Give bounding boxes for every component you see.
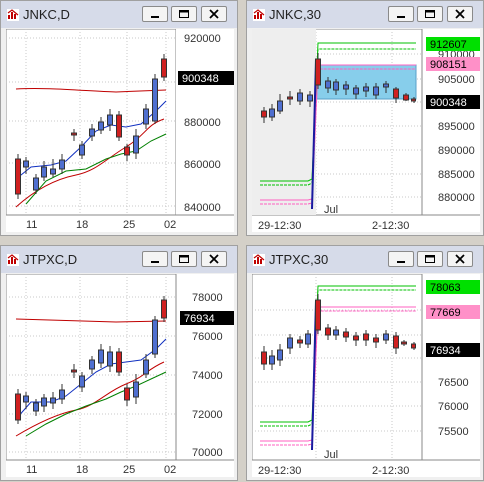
date-label: 2-12:30	[372, 220, 409, 232]
chart-canvas: 910000 905000 895000 890000 885000 88000…	[251, 28, 480, 232]
price-label: 76000	[438, 401, 469, 413]
price-label: 885000	[438, 169, 475, 181]
mid-band-badge	[426, 305, 480, 319]
mid-band-label: 77669	[430, 307, 461, 319]
price-label: 880000	[438, 192, 475, 204]
close-icon	[455, 9, 465, 19]
date-label: 25	[123, 464, 135, 476]
minimize-button[interactable]	[142, 251, 168, 267]
price-label: 72000	[192, 409, 223, 421]
window-title: JTPXC,D	[23, 252, 78, 267]
price-label: 76500	[438, 377, 469, 389]
date-label: Jul	[324, 204, 338, 216]
maximize-icon	[179, 255, 189, 263]
price-label: 76000	[192, 331, 223, 343]
current-price-badge	[178, 71, 234, 85]
chart-app-icon	[7, 9, 19, 21]
price-chart[interactable]: 78000 76000 74000 72000 70000 11 18 25 0…	[5, 273, 234, 477]
chart-window-jtpxc-30min[interactable]: JTPXC,30	[246, 245, 484, 481]
close-button[interactable]	[447, 251, 473, 267]
close-icon	[209, 9, 219, 19]
mid-band-badge	[426, 57, 480, 71]
current-price-label: 76934	[184, 313, 215, 325]
price-chart[interactable]: 77500 76500 76000 75500 Jul 29-12:30 2-1…	[251, 273, 480, 477]
upper-band-badge	[426, 37, 480, 51]
maximize-button[interactable]	[417, 6, 443, 22]
close-button[interactable]	[201, 6, 227, 22]
chart-app-icon	[7, 254, 19, 266]
maximize-icon	[179, 10, 189, 18]
current-price-label: 900348	[430, 97, 467, 109]
date-label: 18	[76, 219, 88, 231]
price-label: 70000	[192, 447, 223, 459]
maximize-button[interactable]	[417, 251, 443, 267]
maximize-icon	[425, 10, 435, 18]
current-price-label: 76934	[430, 345, 461, 357]
close-button[interactable]	[447, 6, 473, 22]
upper-band-badge	[426, 280, 480, 294]
date-label: 18	[76, 464, 88, 476]
price-label: 74000	[192, 370, 223, 382]
minimize-icon	[151, 261, 159, 263]
chart-app-icon	[253, 254, 265, 266]
minimize-button[interactable]	[388, 6, 414, 22]
current-price-label: 900348	[182, 73, 219, 85]
chart-canvas: 920000 880000 860000 840000 11 18 25 02 …	[5, 28, 234, 232]
window-title: JTPXC,30	[269, 252, 329, 267]
chart-window-jnkc-daily[interactable]: JNKC,D	[0, 0, 238, 236]
window-title: JNKC,30	[269, 7, 322, 22]
close-icon	[209, 254, 219, 264]
upper-band-label: 912607	[430, 39, 467, 51]
chart-canvas: 77500 76500 76000 75500 Jul 29-12:30 2-1…	[251, 273, 480, 477]
price-chart[interactable]: 920000 880000 860000 840000 11 18 25 02 …	[5, 28, 234, 232]
current-price-badge	[426, 343, 480, 357]
price-chart[interactable]: 910000 905000 895000 890000 885000 88000…	[251, 28, 480, 232]
current-price-badge	[180, 311, 234, 325]
date-label: 2-12:30	[372, 465, 409, 477]
price-label: 905000	[438, 74, 475, 86]
upper-band-label: 78063	[430, 282, 461, 294]
minimize-icon	[397, 16, 405, 18]
minimize-button[interactable]	[388, 251, 414, 267]
price-label: 75500	[438, 426, 469, 438]
date-label: 11	[26, 219, 37, 231]
price-label: 920000	[184, 33, 221, 45]
maximize-button[interactable]	[171, 6, 197, 22]
date-label: 29-12:30	[258, 465, 301, 477]
chart-canvas: 78000 76000 74000 72000 70000 11 18 25 0…	[5, 273, 234, 476]
window-title: JNKC,D	[23, 7, 70, 22]
minimize-icon	[151, 16, 159, 18]
price-label: 78000	[192, 292, 223, 304]
maximize-icon	[425, 255, 435, 263]
maximize-button[interactable]	[171, 251, 197, 267]
date-label: 25	[123, 219, 135, 231]
price-label: 890000	[438, 145, 475, 157]
chart-window-jnkc-30min[interactable]: JNKC,30	[246, 0, 484, 236]
price-label: 840000	[184, 202, 221, 214]
window-titlebar[interactable]: JTPXC,30	[247, 246, 483, 273]
date-label: 02	[164, 219, 176, 231]
window-titlebar[interactable]: JNKC,D	[1, 1, 237, 28]
date-label: Jul	[324, 449, 338, 461]
mid-band-label: 908151	[430, 59, 467, 71]
close-icon	[455, 254, 465, 264]
price-label: 880000	[184, 117, 221, 129]
minimize-icon	[397, 261, 405, 263]
window-titlebar[interactable]: JTPXC,D	[1, 246, 237, 273]
close-button[interactable]	[201, 251, 227, 267]
current-price-badge	[426, 95, 480, 109]
date-label: 11	[26, 464, 37, 476]
minimize-button[interactable]	[142, 6, 168, 22]
date-label: 02	[164, 464, 176, 476]
price-label: 895000	[438, 121, 475, 133]
window-titlebar[interactable]: JNKC,30	[247, 1, 483, 28]
price-label: 860000	[184, 159, 221, 171]
date-label: 29-12:30	[258, 220, 301, 232]
chart-app-icon	[253, 9, 265, 21]
chart-window-jtpxc-daily[interactable]: JTPXC,D	[0, 245, 238, 481]
